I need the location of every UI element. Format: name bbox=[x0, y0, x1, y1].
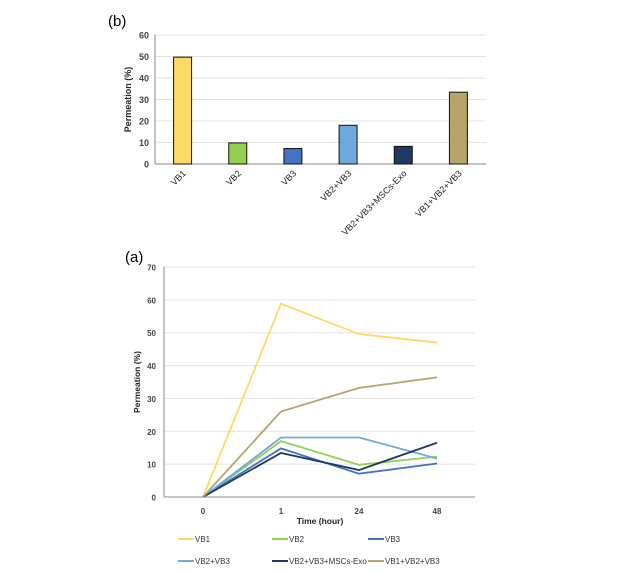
series-line-vb2 bbox=[202, 440, 438, 498]
y-tick-label: 0 bbox=[144, 160, 149, 170]
legend-item: VB3 bbox=[368, 535, 401, 544]
legend-item: VB1 bbox=[178, 535, 211, 544]
legend-label: VB1 bbox=[195, 535, 211, 544]
series-line-vb1 bbox=[202, 302, 438, 498]
bar-vb1 bbox=[173, 56, 193, 165]
legend-item: VB1+VB2+VB3 bbox=[368, 557, 440, 566]
x-tick-label: VB1+VB2+VB3 bbox=[413, 168, 464, 219]
x-tick-label: 48 bbox=[433, 507, 442, 516]
legend-label: VB3 bbox=[385, 535, 401, 544]
bar-vb2 bbox=[228, 142, 248, 165]
bar-vb2-vb3 bbox=[338, 124, 358, 165]
series-line-vb2-vb3 bbox=[202, 436, 438, 498]
bar-vb1-vb2-vb3 bbox=[448, 91, 468, 165]
legend-label: VB1+VB2+VB3 bbox=[385, 557, 440, 566]
y-tick-label: 10 bbox=[147, 461, 156, 470]
y-tick-label: 30 bbox=[139, 95, 149, 105]
series-line-vb1-vb2-vb3 bbox=[202, 376, 438, 498]
x-tick-label: VB2 bbox=[224, 168, 243, 187]
y-tick-label: 60 bbox=[139, 31, 149, 41]
x-tick-label: VB1 bbox=[169, 168, 188, 187]
y-tick-label: 10 bbox=[139, 138, 149, 148]
y-tick-label: 40 bbox=[147, 362, 156, 371]
legend-label: VB2 bbox=[289, 535, 305, 544]
legend-item: VB2 bbox=[272, 535, 305, 544]
x-tick-label: VB2+VB3 bbox=[319, 168, 354, 203]
y-axis-label: Permeation (%) bbox=[123, 67, 133, 133]
panel-label-a: (a) bbox=[125, 249, 143, 266]
y-tick-label: 70 bbox=[147, 264, 156, 273]
legend-label: VB2+VB3 bbox=[195, 557, 230, 566]
x-axis-label: Time (hour) bbox=[297, 516, 344, 526]
y-tick-label: 0 bbox=[152, 494, 157, 503]
y-tick-label: 20 bbox=[147, 428, 156, 437]
legend-item: VB2+VB3+MSCs-Exo bbox=[272, 557, 367, 566]
bar-vb2-vb3-mscs-exo bbox=[393, 145, 413, 165]
x-tick-label: 24 bbox=[355, 507, 364, 516]
series-line-vb2-vb3-mscs-exo bbox=[202, 441, 438, 498]
y-axis-label: Permeation (%) bbox=[132, 351, 142, 413]
legend-item: VB2+VB3 bbox=[178, 557, 230, 566]
y-tick-label: 40 bbox=[139, 74, 149, 84]
y-tick-label: 60 bbox=[147, 296, 156, 305]
panel-label-b: (b) bbox=[108, 13, 126, 30]
y-tick-label: 50 bbox=[139, 52, 149, 62]
legend-label: VB2+VB3+MSCs-Exo bbox=[289, 557, 367, 566]
y-tick-label: 50 bbox=[147, 329, 156, 338]
y-tick-label: 20 bbox=[139, 117, 149, 127]
x-tick-label: VB3 bbox=[279, 168, 298, 187]
x-tick-label: 0 bbox=[201, 507, 206, 516]
bar-vb3 bbox=[283, 148, 303, 165]
y-tick-label: 30 bbox=[147, 395, 156, 404]
x-tick-label: 1 bbox=[279, 507, 284, 516]
